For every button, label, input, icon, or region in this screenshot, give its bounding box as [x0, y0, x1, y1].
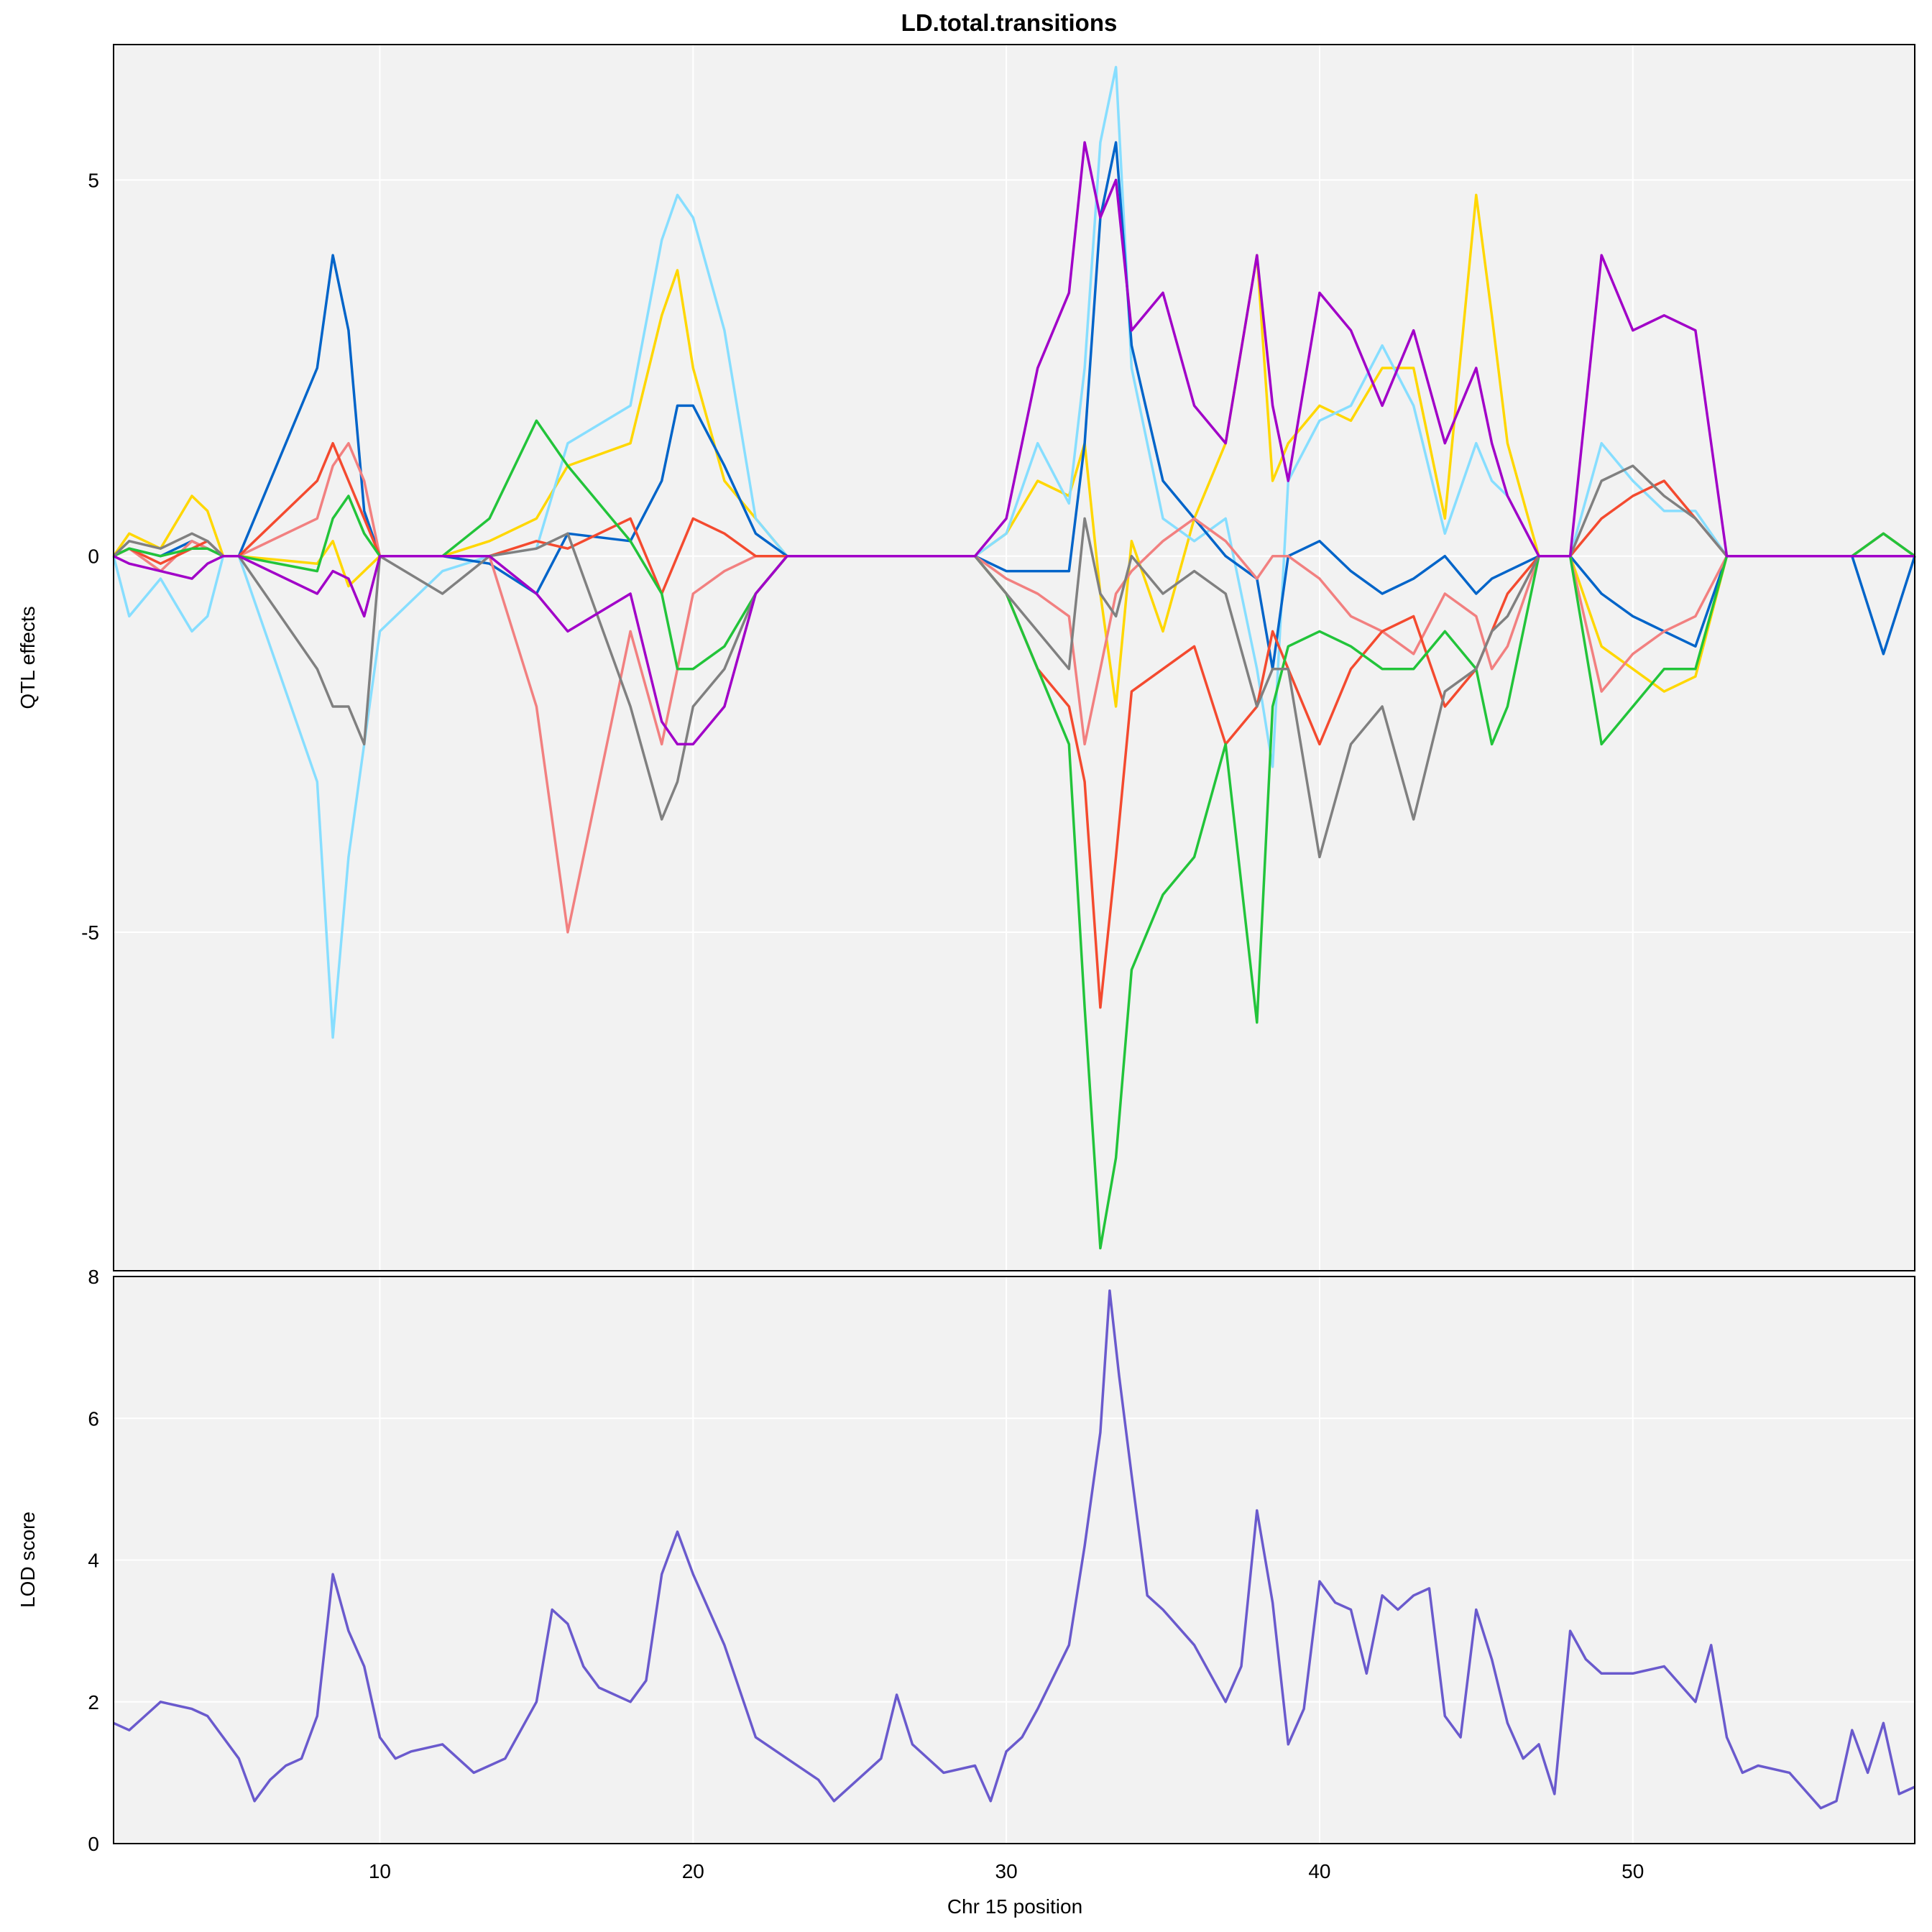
effects-series-line-5	[113, 441, 1916, 1009]
lod-y-tick-label: 4	[88, 1550, 99, 1572]
chart-title: LD.total.transitions	[901, 9, 1118, 36]
effects-series-line-3	[113, 141, 1916, 671]
x-tick-label: 10	[369, 1860, 391, 1882]
lod-series-line-1	[113, 1289, 1915, 1810]
x-axis-label: Chr 15 position	[947, 1895, 1082, 1918]
x-tick-label: 40	[1308, 1860, 1330, 1882]
lod-series	[113, 1289, 1915, 1810]
effects-y-tick-label: 0	[88, 546, 99, 568]
effects-panel-background	[114, 45, 1915, 1271]
effects-series-line-4	[113, 441, 1915, 934]
effects-panel-frame	[113, 44, 1915, 1271]
x-tick-label: 30	[995, 1860, 1018, 1882]
lod-y-tick-label: 8	[88, 1266, 99, 1288]
x-tick-label: 20	[682, 1860, 704, 1882]
x-tick-label: 50	[1622, 1860, 1644, 1882]
x-ticks: 10 20 30 40 50	[369, 1860, 1644, 1882]
effects-series-line-7	[112, 464, 1915, 859]
effects-series-line-8	[113, 141, 1915, 746]
effects-series-line-6	[113, 419, 1916, 1250]
lod-y-ticks: 0 2 4 6 8	[88, 1266, 99, 1855]
effects-y-tick-label: -5	[81, 921, 99, 944]
effects-series	[112, 65, 1916, 1250]
lod-y-tick-label: 0	[88, 1833, 99, 1855]
effects-y-tick-label: 5	[88, 169, 99, 191]
effects-y-ticks: -5 0 5	[81, 169, 99, 944]
lod-y-tick-label: 2	[88, 1691, 99, 1714]
effects-y-label: QTL effects	[17, 606, 39, 709]
lod-y-label: LOD score	[17, 1512, 39, 1608]
lod-y-tick-label: 6	[88, 1407, 99, 1430]
lod-panel-frame	[113, 1276, 1915, 1844]
